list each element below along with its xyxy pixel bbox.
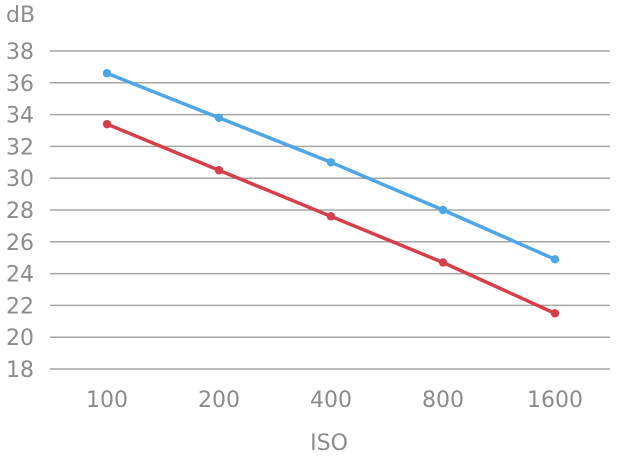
x-tick-label: 800 <box>422 388 464 413</box>
y-tick-label: 32 <box>6 135 34 160</box>
y-tick-label: 30 <box>6 167 34 192</box>
data-point <box>326 212 336 221</box>
y-tick-labels: 18 20 22 24 26 28 30 32 34 36 38 <box>6 40 34 383</box>
gridlines <box>50 50 610 370</box>
data-point <box>550 309 560 318</box>
y-axis-label: dB <box>6 3 35 28</box>
data-point <box>102 69 112 78</box>
series-2 <box>102 119 560 318</box>
y-tick-label: 34 <box>6 104 34 129</box>
series-1 <box>102 69 560 264</box>
y-tick-label: 36 <box>6 72 34 97</box>
y-tick-label: 38 <box>6 40 34 65</box>
x-tick-label: 200 <box>198 388 240 413</box>
x-tick-labels: 100 200 400 800 1600 <box>86 388 583 413</box>
y-tick-label: 20 <box>6 326 34 351</box>
data-point <box>102 119 112 129</box>
x-axis-label: ISO <box>310 431 348 456</box>
data-point <box>326 158 336 167</box>
y-tick-label: 26 <box>6 231 34 256</box>
y-tick-label: 28 <box>6 199 34 224</box>
data-point <box>438 258 448 267</box>
y-tick-label: 24 <box>6 263 34 288</box>
data-point <box>214 113 224 122</box>
data-point <box>214 166 224 175</box>
x-tick-label: 400 <box>310 388 352 413</box>
x-tick-label: 1600 <box>527 388 583 413</box>
data-point <box>438 205 448 215</box>
x-tick-label: 100 <box>86 388 128 413</box>
series-group <box>102 69 560 318</box>
y-tick-label: 18 <box>6 358 34 383</box>
data-point <box>550 255 560 264</box>
y-tick-label: 22 <box>6 294 34 319</box>
